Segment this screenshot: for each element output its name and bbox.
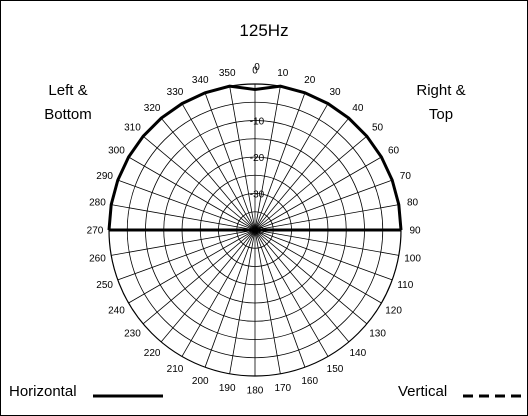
grid-spoke — [111, 229, 256, 256]
angle-tick-label: 240 — [108, 306, 125, 317]
angle-tick-label: 230 — [124, 328, 141, 339]
angle-tick-label: 130 — [369, 328, 386, 339]
angle-tick-label: 260 — [89, 253, 106, 264]
grid-spoke — [254, 135, 368, 231]
grid-spoke — [254, 86, 281, 231]
grid-spoke — [160, 117, 256, 231]
legend-horizontal-label: Horizontal — [9, 383, 77, 400]
angle-tick-label: 310 — [124, 123, 141, 134]
grid-spoke — [254, 92, 306, 231]
grid-spoke — [160, 229, 256, 343]
grid-spoke — [254, 117, 350, 231]
angle-tick-label: 10 — [277, 68, 289, 79]
grid-spoke — [142, 229, 256, 325]
angle-tick-label: 120 — [385, 306, 402, 317]
angle-tick-label: 110 — [397, 280, 413, 291]
angle-tick-label: 290 — [96, 171, 113, 182]
grid-spoke — [128, 229, 256, 304]
angle-tick-label: 300 — [108, 146, 125, 157]
angle-tick-label: 330 — [167, 87, 184, 98]
grid-spoke — [254, 229, 281, 374]
grid-spoke — [181, 103, 256, 231]
angle-tick-label: 20 — [304, 75, 316, 86]
angle-tick-label: 190 — [219, 383, 236, 394]
angle-tick-label: 170 — [274, 383, 291, 394]
grid-spoke — [254, 229, 382, 304]
angle-tick-label: 100 — [404, 253, 421, 264]
grid-spoke — [229, 86, 256, 231]
grid-spoke — [254, 229, 350, 343]
angle-tick-label: 220 — [144, 348, 161, 359]
grid-spoke — [254, 204, 399, 231]
grid-spoke — [117, 229, 256, 281]
angle-tick-label: 340 — [192, 75, 209, 86]
angle-tick-label: 140 — [350, 348, 367, 359]
grid-spoke — [128, 156, 256, 231]
angle-tick-label: 200 — [192, 376, 209, 387]
angle-tick-label: 180 — [247, 386, 264, 397]
angle-tick-label: 270 — [87, 226, 104, 237]
grid-spoke — [204, 229, 256, 368]
grid-spoke — [254, 229, 306, 368]
angle-tick-label: 60 — [388, 146, 400, 157]
angle-tick-label: 250 — [96, 280, 113, 291]
series-horizontal-line — [107, 84, 403, 231]
grid-spoke — [254, 156, 382, 231]
angle-tick-label: 320 — [144, 103, 161, 114]
grid-spoke — [254, 229, 368, 325]
grid-spoke — [111, 204, 256, 231]
grid-spoke — [254, 179, 393, 231]
angle-tick-label: 150 — [327, 364, 344, 375]
angle-tick-label: 160 — [301, 376, 318, 387]
angle-tick-label: 50 — [372, 123, 384, 134]
angle-tick-label: 0 — [252, 66, 258, 77]
grid-spoke — [142, 135, 256, 231]
legend-vertical-line — [463, 394, 523, 398]
angle-tick-label: 40 — [352, 103, 364, 114]
right-side-label: Right & Top — [416, 82, 466, 123]
grid-spoke — [254, 103, 329, 231]
angle-tick-label: 280 — [89, 198, 106, 209]
radial-tick-label: -20 — [250, 153, 265, 164]
angle-tick-label: 210 — [167, 364, 184, 375]
left-side-label: Left & Bottom — [44, 82, 92, 123]
legend-horizontal-line — [93, 394, 163, 398]
angle-tick-label: 30 — [329, 87, 341, 98]
grid-spoke — [254, 229, 399, 256]
angle-tick-label: 80 — [407, 198, 419, 209]
chart-title: 125Hz — [239, 21, 289, 40]
angle-tick-label: 90 — [409, 226, 421, 237]
grid-spoke — [204, 92, 256, 231]
legend-vertical-label: Vertical — [398, 383, 448, 400]
angle-tick-label: 70 — [400, 171, 412, 182]
radial-tick-label: -30 — [250, 190, 265, 201]
radial-tick-label: -10 — [250, 117, 265, 128]
radial-tick-label: 0 — [254, 62, 260, 73]
grid-spoke — [254, 229, 329, 357]
grid-spoke — [181, 229, 256, 357]
angle-tick-label: 350 — [219, 68, 236, 79]
grid-spoke — [229, 229, 256, 374]
grid-spoke — [117, 179, 256, 231]
grid-spoke — [254, 229, 393, 281]
